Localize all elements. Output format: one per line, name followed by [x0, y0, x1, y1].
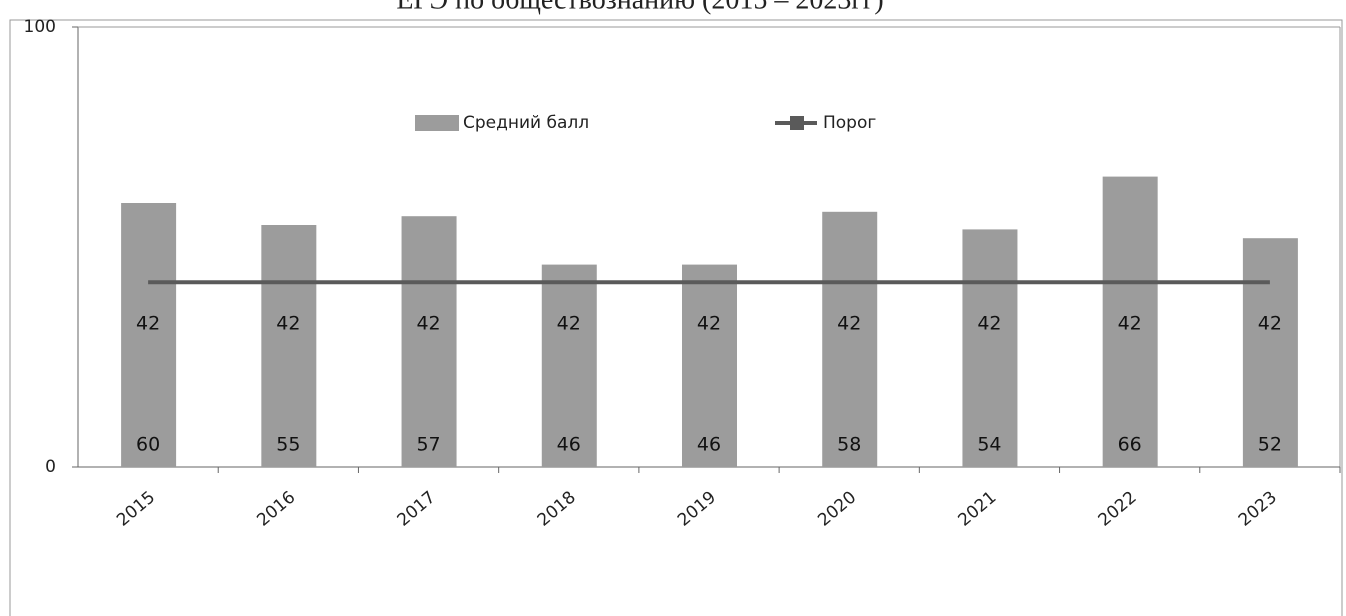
data-label: 55 — [276, 434, 300, 456]
data-label: 42 — [136, 313, 160, 335]
chart-title: ЕГЭ по обществознанию (2015 – 2023гг) — [396, 0, 883, 15]
data-label: 42 — [977, 313, 1001, 335]
bar — [541, 264, 597, 467]
x-tick-label: 2022 — [1095, 487, 1141, 530]
x-tick-label: 2016 — [253, 487, 299, 530]
chart-border — [9, 19, 1343, 616]
bar — [401, 216, 457, 467]
x-tick-label: 2017 — [394, 487, 440, 530]
x-tick-label: 2021 — [954, 487, 1000, 530]
legend-marker — [790, 116, 804, 130]
x-tick-label: 2020 — [814, 487, 860, 530]
data-label: 66 — [1118, 434, 1142, 456]
data-label: 57 — [416, 434, 440, 456]
data-label: 60 — [136, 434, 160, 456]
bar — [682, 264, 737, 467]
x-tick-label: 2023 — [1235, 487, 1281, 530]
x-tick-label: 2018 — [534, 487, 580, 530]
data-label: 42 — [697, 313, 721, 335]
data-label: 52 — [1258, 434, 1282, 456]
data-label: 42 — [416, 313, 440, 335]
y-tick-label: 0 — [45, 457, 56, 477]
bar — [1102, 176, 1158, 467]
x-tick-label: 2019 — [674, 487, 720, 530]
bar — [822, 211, 878, 467]
bar — [1242, 238, 1298, 467]
x-tick-label: 2015 — [113, 487, 159, 530]
y-tick-label: 100 — [24, 17, 56, 37]
legend-swatch — [415, 115, 459, 131]
legend-label: Средний балл — [463, 113, 589, 133]
data-label: 46 — [557, 434, 581, 456]
data-label: 54 — [977, 434, 1001, 456]
data-label: 58 — [837, 434, 861, 456]
bar — [962, 229, 1018, 467]
bar — [261, 225, 317, 467]
data-label: 42 — [276, 313, 300, 335]
data-label: 42 — [837, 313, 861, 335]
legend-label: Порог — [823, 113, 876, 133]
data-label: 42 — [557, 313, 581, 335]
data-label: 42 — [1118, 313, 1142, 335]
data-label: 46 — [697, 434, 721, 456]
data-label: 42 — [1258, 313, 1282, 335]
bar — [121, 203, 177, 467]
